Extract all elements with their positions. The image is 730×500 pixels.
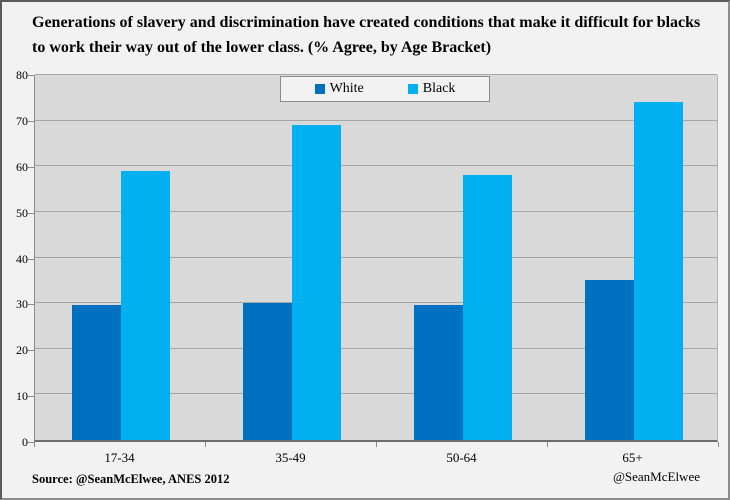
black-bar-50-64: [463, 175, 512, 440]
y-axis-label-50: 50: [16, 205, 28, 220]
y-axis-label-0: 0: [22, 435, 28, 449]
x-axis-label-65+: 65+: [622, 450, 643, 465]
white-bar-35-49: [243, 303, 292, 440]
y-axis-label-60: 60: [16, 159, 28, 174]
black-bar-35-49: [292, 125, 341, 440]
y-axis-tick: [28, 120, 34, 122]
source-attribution: Source: @SeanMcElwee, ANES 2012: [32, 472, 230, 486]
black-series-swatch-icon: [407, 84, 418, 94]
y-axis-label-20: 20: [16, 343, 28, 358]
legend-label-black: Black: [422, 81, 456, 96]
y-axis-tick: [28, 75, 34, 76]
gridline-60: [35, 165, 717, 167]
black-bar-65+: [634, 102, 683, 440]
y-axis-tick: [28, 258, 34, 260]
x-axis-tick: [34, 442, 35, 447]
y-axis-tick: [28, 442, 34, 443]
y-axis-label-70: 70: [16, 113, 28, 128]
y-axis-tick: [28, 166, 34, 168]
legend: White Black: [280, 76, 490, 102]
white-bar-50-64: [414, 305, 463, 440]
chart-title: Generations of slavery and discriminatio…: [32, 14, 701, 56]
white-bar-65+: [585, 280, 634, 440]
y-axis-tick: [28, 212, 34, 214]
white-bar-17-34: [72, 305, 121, 440]
x-axis-tick: [205, 442, 206, 447]
x-axis-tick: [376, 442, 377, 447]
x-axis-label-35-49: 35-49: [275, 450, 306, 465]
y-axis-tick: [28, 396, 34, 398]
x-axis-label-50-64: 50-64: [446, 450, 477, 465]
gridline-70: [35, 119, 717, 121]
y-axis-tick: [28, 350, 34, 352]
x-axis-tick: [718, 442, 719, 447]
author-credit: @SeanMcElwee: [612, 469, 700, 484]
gridline-80: [35, 74, 717, 75]
legend-label-white: White: [329, 81, 364, 96]
white-series-swatch-icon: [314, 84, 325, 94]
x-axis-label-17-34: 17-34: [104, 450, 135, 465]
black-bar-17-34: [121, 170, 170, 440]
y-axis-tick: [28, 304, 34, 306]
y-axis-label-40: 40: [16, 251, 28, 266]
legend-item-black: Black: [407, 81, 456, 97]
gridline-30: [35, 302, 717, 304]
gridline-40: [35, 256, 717, 258]
gridline-10: [35, 393, 717, 395]
gridline-50: [35, 210, 717, 212]
gridline-20: [35, 347, 717, 349]
y-axis-label-10: 10: [16, 389, 28, 404]
legend-item-white: White: [314, 81, 364, 97]
plot-area: [34, 74, 718, 442]
x-axis-tick: [547, 442, 548, 447]
y-axis-label-80: 80: [16, 68, 28, 82]
y-axis-label-30: 30: [16, 297, 28, 312]
